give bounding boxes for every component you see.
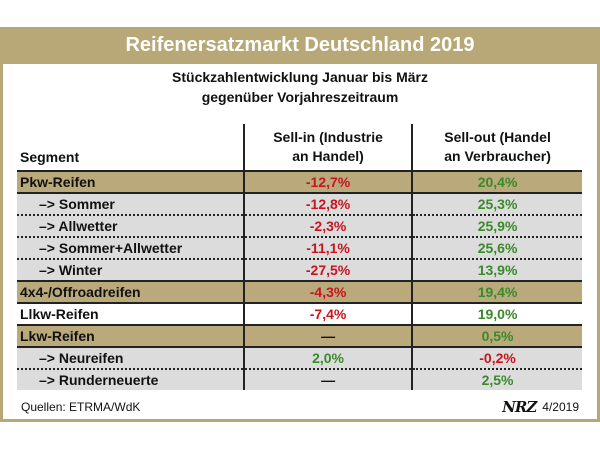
table-body: Pkw-Reifen -12,7% 20,4% –> Sommer -12,8% 25,3… [17,170,582,390]
table-row: –> Allwetter -2,3% 25,9% [17,214,582,237]
segment-cell: 4x4-/Offroadreifen [17,280,244,303]
table-row: –> Sommer -12,8% 25,3% [17,192,582,215]
sell-out-cell: 2,5% [411,368,582,390]
segment-cell: –> Winter [17,258,244,281]
segment-cell: Pkw-Reifen [17,170,244,193]
segment-cell: –> Allwetter [17,214,244,237]
sell-out-cell: 13,9% [411,258,582,281]
table-row: 4x4-/Offroadreifen -4,3% 19,4% [17,280,582,303]
table-row: Llkw-Reifen -7,4% 19,0% [17,302,582,325]
sell-in-cell: -27,5% [242,258,413,281]
sell-in-cell: -7,4% [242,302,413,325]
data-table: Segment Sell-in (Industrie an Handel) Se… [17,124,582,390]
sell-out-cell: 25,3% [411,192,582,215]
header-sell-out: Sell-out (Handel an Verbraucher) [411,124,582,171]
segment-cell: –> Sommer [17,192,244,215]
source-note: Quellen: ETRMA/WdK [21,400,141,414]
header-sell-out-line-1: Sell-out (Handel [444,129,551,145]
subtitle: Stückzahlentwicklung Januar bis März geg… [0,67,600,107]
segment-cell: –> Runderneuerte [17,368,244,390]
sell-in-cell: -12,7% [242,170,413,193]
sell-out-cell: 25,6% [411,236,582,259]
sell-out-cell: 0,5% [411,324,582,347]
sell-in-cell: 2,0% [242,346,413,369]
sell-in-cell: -4,3% [242,280,413,303]
segment-cell: –> Neureifen [17,346,244,369]
subtitle-line-1: Stückzahlentwicklung Januar bis März [172,69,428,85]
header-sell-in-line-2: an Handel) [292,148,364,164]
subtitle-line-2: gegenüber Vorjahreszeitraum [201,89,399,105]
issue-number: 4/2019 [542,400,579,414]
publisher-logo: NRZ [502,398,537,416]
sell-out-cell: 20,4% [411,170,582,193]
header-sell-in: Sell-in (Industrie an Handel) [242,124,413,171]
sell-out-cell: 25,9% [411,214,582,237]
table-row: –> Neureifen 2,0% -0,2% [17,346,582,369]
header-sell-in-line-1: Sell-in (Industrie [273,129,383,145]
sell-in-cell: -11,1% [242,236,413,259]
table-row: –> Runderneuerte —2,5% [17,368,582,390]
table-header-row: Segment Sell-in (Industrie an Handel) Se… [17,124,582,171]
table-row: –> Winter -27,5% 13,9% [17,258,582,281]
sell-in-cell: — [242,324,413,347]
sell-out-cell: -0,2% [411,346,582,369]
segment-cell: Lkw-Reifen [17,324,244,347]
header-sell-out-line-2: an Verbraucher) [444,148,551,164]
table-row: Pkw-Reifen -12,7% 20,4% [17,170,582,193]
sell-in-cell: -12,8% [242,192,413,215]
table-row: –> Sommer+Allwetter -11,1% 25,6% [17,236,582,259]
sell-out-cell: 19,4% [411,280,582,303]
footer-issue: NRZ 4/2019 [502,398,579,416]
segment-cell: –> Sommer+Allwetter [17,236,244,259]
sell-in-cell: -2,3% [242,214,413,237]
table-row: Lkw-Reifen —0,5% [17,324,582,347]
page-title: Reifenersatzmarkt Deutschland 2019 [0,27,600,64]
header-segment: Segment [20,149,80,165]
sell-in-cell: — [242,368,413,390]
segment-cell: Llkw-Reifen [17,302,244,325]
sell-out-cell: 19,0% [411,302,582,325]
